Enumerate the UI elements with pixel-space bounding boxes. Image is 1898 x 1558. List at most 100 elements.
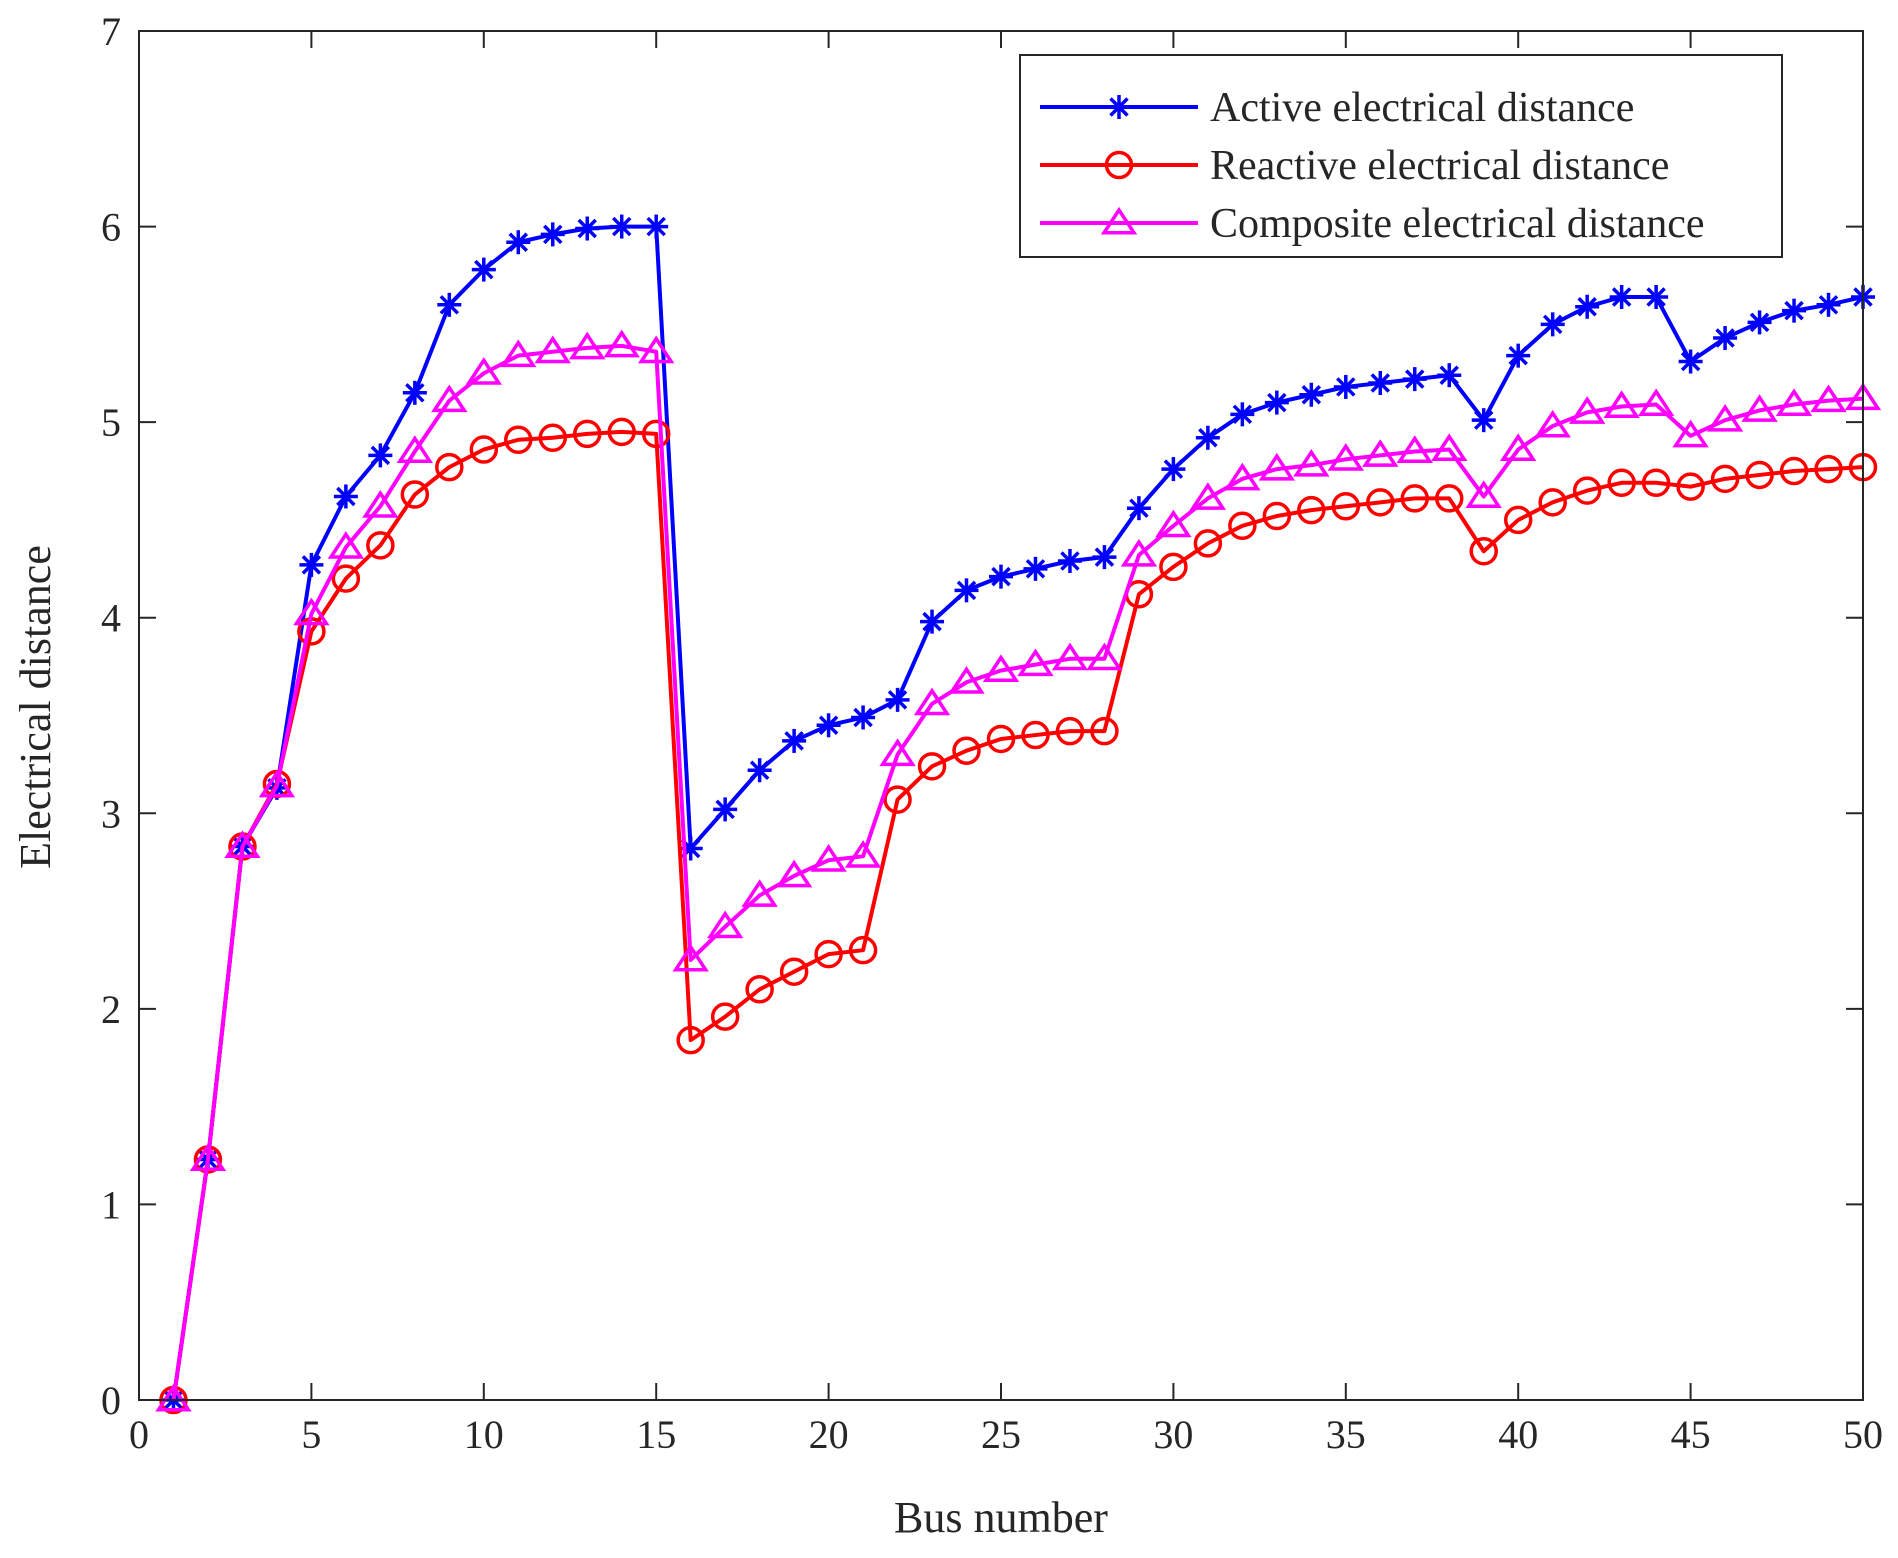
data-point-s1 [437,292,462,317]
data-point-s3 [810,844,847,872]
data-point-s3 [982,654,1020,683]
legend: Active electrical distance Reactive elect… [1019,54,1783,258]
data-point-s3 [1327,443,1364,471]
data-point-s2 [710,1002,740,1031]
data-point-s2 [1641,468,1671,498]
y-tick-label: 2 [101,987,121,1032]
legend-marker-1 [1107,95,1131,119]
x-tick-label: 30 [1153,1412,1193,1457]
data-point-s3 [1224,462,1261,491]
data-point-s2 [1779,456,1809,486]
data-point-s2 [814,939,843,969]
data-point-s1 [954,578,979,603]
y-tick-label: 6 [101,205,121,250]
data-point-s3 [1500,433,1537,462]
data-point-s3 [1568,396,1606,424]
data-point-s3 [1465,480,1502,508]
data-point-s3 [1741,394,1778,422]
data-point-s2 [1538,488,1567,517]
data-point-s1 [747,758,772,783]
data-point-s1 [816,713,841,738]
data-point-s1 [299,552,324,577]
data-point-s3 [1362,439,1399,467]
data-point-s3 [224,830,261,859]
data-point-s2 [1366,488,1395,517]
y-tick-label: 7 [101,9,121,54]
data-point-s3 [431,384,468,413]
data-point-s1 [1782,298,1807,323]
data-point-s3 [1120,538,1158,567]
data-point-s3 [1810,384,1847,413]
data-point-s3 [155,1383,192,1412]
data-point-s3 [1189,482,1227,510]
data-point-s3 [638,335,675,364]
data-point-s2 [745,975,774,1004]
data-point-s3 [1603,390,1640,418]
data-point-s1 [1816,292,1841,317]
data-point-s1 [368,443,393,468]
data-point-s2 [366,531,395,560]
data-point-s1 [1023,556,1048,581]
legend-label-1: Active electrical distance [1210,85,1634,131]
data-point-s3 [913,687,951,716]
data-point-s1 [1747,310,1772,335]
data-point-s3 [1706,404,1744,432]
data-point-s1 [1195,425,1220,450]
x-tick-label: 20 [809,1412,849,1457]
series-layer [155,214,1882,1415]
data-point-s2 [435,452,464,482]
data-point-s3 [1293,448,1330,477]
legend-marker-3 [1100,206,1138,235]
x-tick-label: 10 [464,1412,504,1457]
data-point-s3 [879,738,916,767]
data-point-s2 [848,935,878,965]
data-point-s1 [885,687,910,712]
data-point-s2 [952,736,981,765]
data-point-s3 [569,331,606,360]
data-point-s3 [1775,388,1813,417]
series-1 [161,214,1875,1412]
data-point-s3 [1672,419,1709,448]
y-tick-label: 4 [101,596,121,641]
data-point-s2 [1745,460,1774,490]
data-point-s2 [676,1025,705,1055]
data-point-s2 [917,752,947,781]
data-point-s3 [706,910,744,939]
x-tick-label: 40 [1498,1412,1538,1457]
data-point-s1 [1402,367,1427,392]
data-point-s2 [1228,511,1257,541]
data-point-s1 [1713,326,1738,351]
data-point-s3 [741,879,778,907]
y-tick-label: 0 [101,1378,121,1423]
data-point-s2 [641,419,671,449]
y-tick-label: 1 [101,1182,121,1227]
x-tick-label: 15 [636,1412,676,1457]
data-point-s2 [1262,501,1292,531]
data-point-s3 [396,435,434,463]
data-point-s1 [402,380,427,405]
data-point-s3 [189,1143,227,1171]
data-point-s1 [644,214,669,239]
data-point-s2 [1503,505,1533,535]
data-point-s1 [1057,548,1082,573]
data-point-s1 [1540,312,1565,337]
data-point-s1 [1678,349,1703,374]
legend-label-3: Composite electrical distance [1210,201,1704,247]
data-point-s2 [779,957,809,986]
data-point-s3 [844,840,882,868]
data-point-s1 [713,797,738,822]
data-point-s1 [1092,545,1117,570]
data-point-s1 [1437,363,1462,388]
y-axis-title: Electrical distance [11,545,60,869]
data-point-s3 [362,490,399,518]
y-tick-label: 5 [101,400,121,445]
data-point-s2 [1159,552,1188,582]
data-point-s1 [1368,371,1393,396]
data-point-s2 [1090,716,1119,746]
data-point-s2 [1469,536,1498,566]
legend-label-2: Reactive electrical distance [1210,143,1669,189]
data-point-s1 [1161,457,1186,482]
data-point-s1 [989,564,1013,589]
